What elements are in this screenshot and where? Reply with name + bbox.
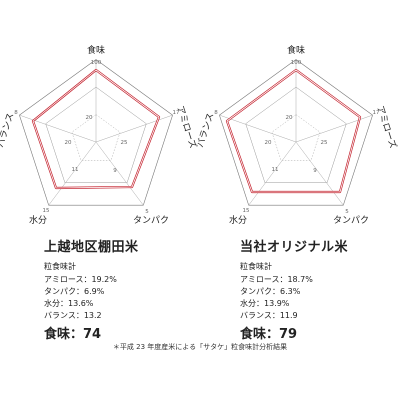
tick-labels: 100 20 17 25 5 9 15 11 8 20 [14, 60, 180, 215]
grid-mid [45, 86, 147, 183]
info-panel-left: 上越地区棚田米 粒食味計 アミロース：19.2% タンパク：6.9% 水分：13… [44, 236, 204, 342]
tick-moisture-max: 15 [43, 208, 50, 214]
spoke-protein [295, 141, 344, 206]
tick-taste-max: 100 [291, 60, 302, 66]
metric-moisture: 水分：13.9% [240, 299, 290, 308]
spoke-protein [95, 141, 144, 206]
series-outline [225, 68, 362, 194]
metric-protein: タンパク：6.3% [240, 287, 301, 296]
spoke-moisture [48, 141, 97, 206]
tick-taste-mid: 20 [286, 115, 293, 121]
radar-chart-left: 100 20 17 25 5 9 15 11 8 20 食味 アミローズ タンパ… [0, 44, 199, 226]
spoke-balance [219, 114, 297, 143]
tick-amylose-mid: 25 [321, 140, 328, 146]
grid-outer [19, 59, 173, 206]
analyzer-label: 粒食味計 [44, 262, 76, 271]
spoke-moisture [248, 141, 297, 206]
grid-mid [245, 86, 347, 183]
tick-balance-mid: 20 [65, 140, 72, 146]
tick-balance-mid: 20 [265, 140, 272, 146]
axis-label-taste: 食味 [287, 44, 305, 56]
tick-taste-mid: 20 [86, 115, 93, 121]
tick-amylose-max: 17 [173, 110, 180, 116]
axis-label-protein: タンパク [333, 215, 369, 226]
metric-protein: タンパク：6.9% [44, 287, 105, 296]
axis-label-amylose: アミローズ [374, 104, 399, 150]
axis-labels: 食味 アミローズ タンパク 水分 バランス [0, 44, 199, 226]
radar-grid [219, 59, 373, 206]
metric-balance: バランス：11.9 [240, 311, 298, 320]
spoke-balance [19, 114, 97, 143]
metric-amylose: アミロース：19.2% [44, 275, 117, 284]
metric-amylose: アミロース：18.7% [240, 275, 313, 284]
tick-labels: 100 20 17 25 5 9 15 11 8 20 [214, 60, 380, 215]
taste-score: 食味：79 [240, 327, 298, 342]
radar-chart-right: 100 20 17 25 5 9 15 11 8 20 食味 アミローズ タンパ… [195, 44, 400, 226]
tick-protein-mid: 9 [313, 168, 317, 174]
analyzer-label: 粒食味計 [240, 262, 272, 271]
radar-grid [19, 59, 173, 206]
tick-moisture-mid: 11 [272, 167, 279, 173]
footnote: ＊平成 23 年度産米による「サタケ」粒食味計分析結果 [112, 343, 288, 351]
taste-score: 食味：74 [44, 327, 102, 342]
tick-protein-max: 5 [145, 209, 149, 215]
grid-inner [271, 114, 321, 161]
grid-inner [71, 114, 121, 161]
tick-protein-mid: 9 [113, 168, 117, 174]
metric-balance: バランス：13.2 [44, 311, 102, 320]
series-highlight [32, 69, 160, 189]
tick-protein-max: 5 [345, 209, 349, 215]
axis-label-moisture: 水分 [229, 214, 247, 226]
axis-label-protein: タンパク [133, 215, 169, 226]
tick-amylose-max: 17 [373, 110, 380, 116]
spoke-amylose [95, 114, 173, 143]
axis-label-amylose: アミローズ [174, 104, 199, 150]
axis-label-balance: バランス [0, 111, 16, 148]
info-panel-right: 当社オリジナル米 粒食味計 アミロース：18.7% タンパク：6.3% 水分：1… [240, 236, 400, 342]
product-title: 上越地区棚田米 [44, 240, 139, 255]
tick-taste-max: 100 [91, 60, 102, 66]
tick-balance-max: 8 [14, 110, 18, 116]
spoke-amylose [295, 114, 373, 143]
axis-label-moisture: 水分 [29, 214, 47, 226]
series-group [225, 68, 362, 194]
product-title: 当社オリジナル米 [240, 240, 349, 255]
axis-label-taste: 食味 [87, 44, 105, 56]
series-highlight [226, 69, 361, 193]
series-group [31, 68, 161, 190]
tick-amylose-mid: 25 [121, 140, 128, 146]
grid-outer [219, 59, 373, 206]
tick-moisture-max: 15 [243, 208, 250, 214]
tick-balance-max: 8 [214, 110, 218, 116]
metric-moisture: 水分：13.6% [44, 299, 94, 308]
tick-moisture-mid: 11 [72, 167, 79, 173]
